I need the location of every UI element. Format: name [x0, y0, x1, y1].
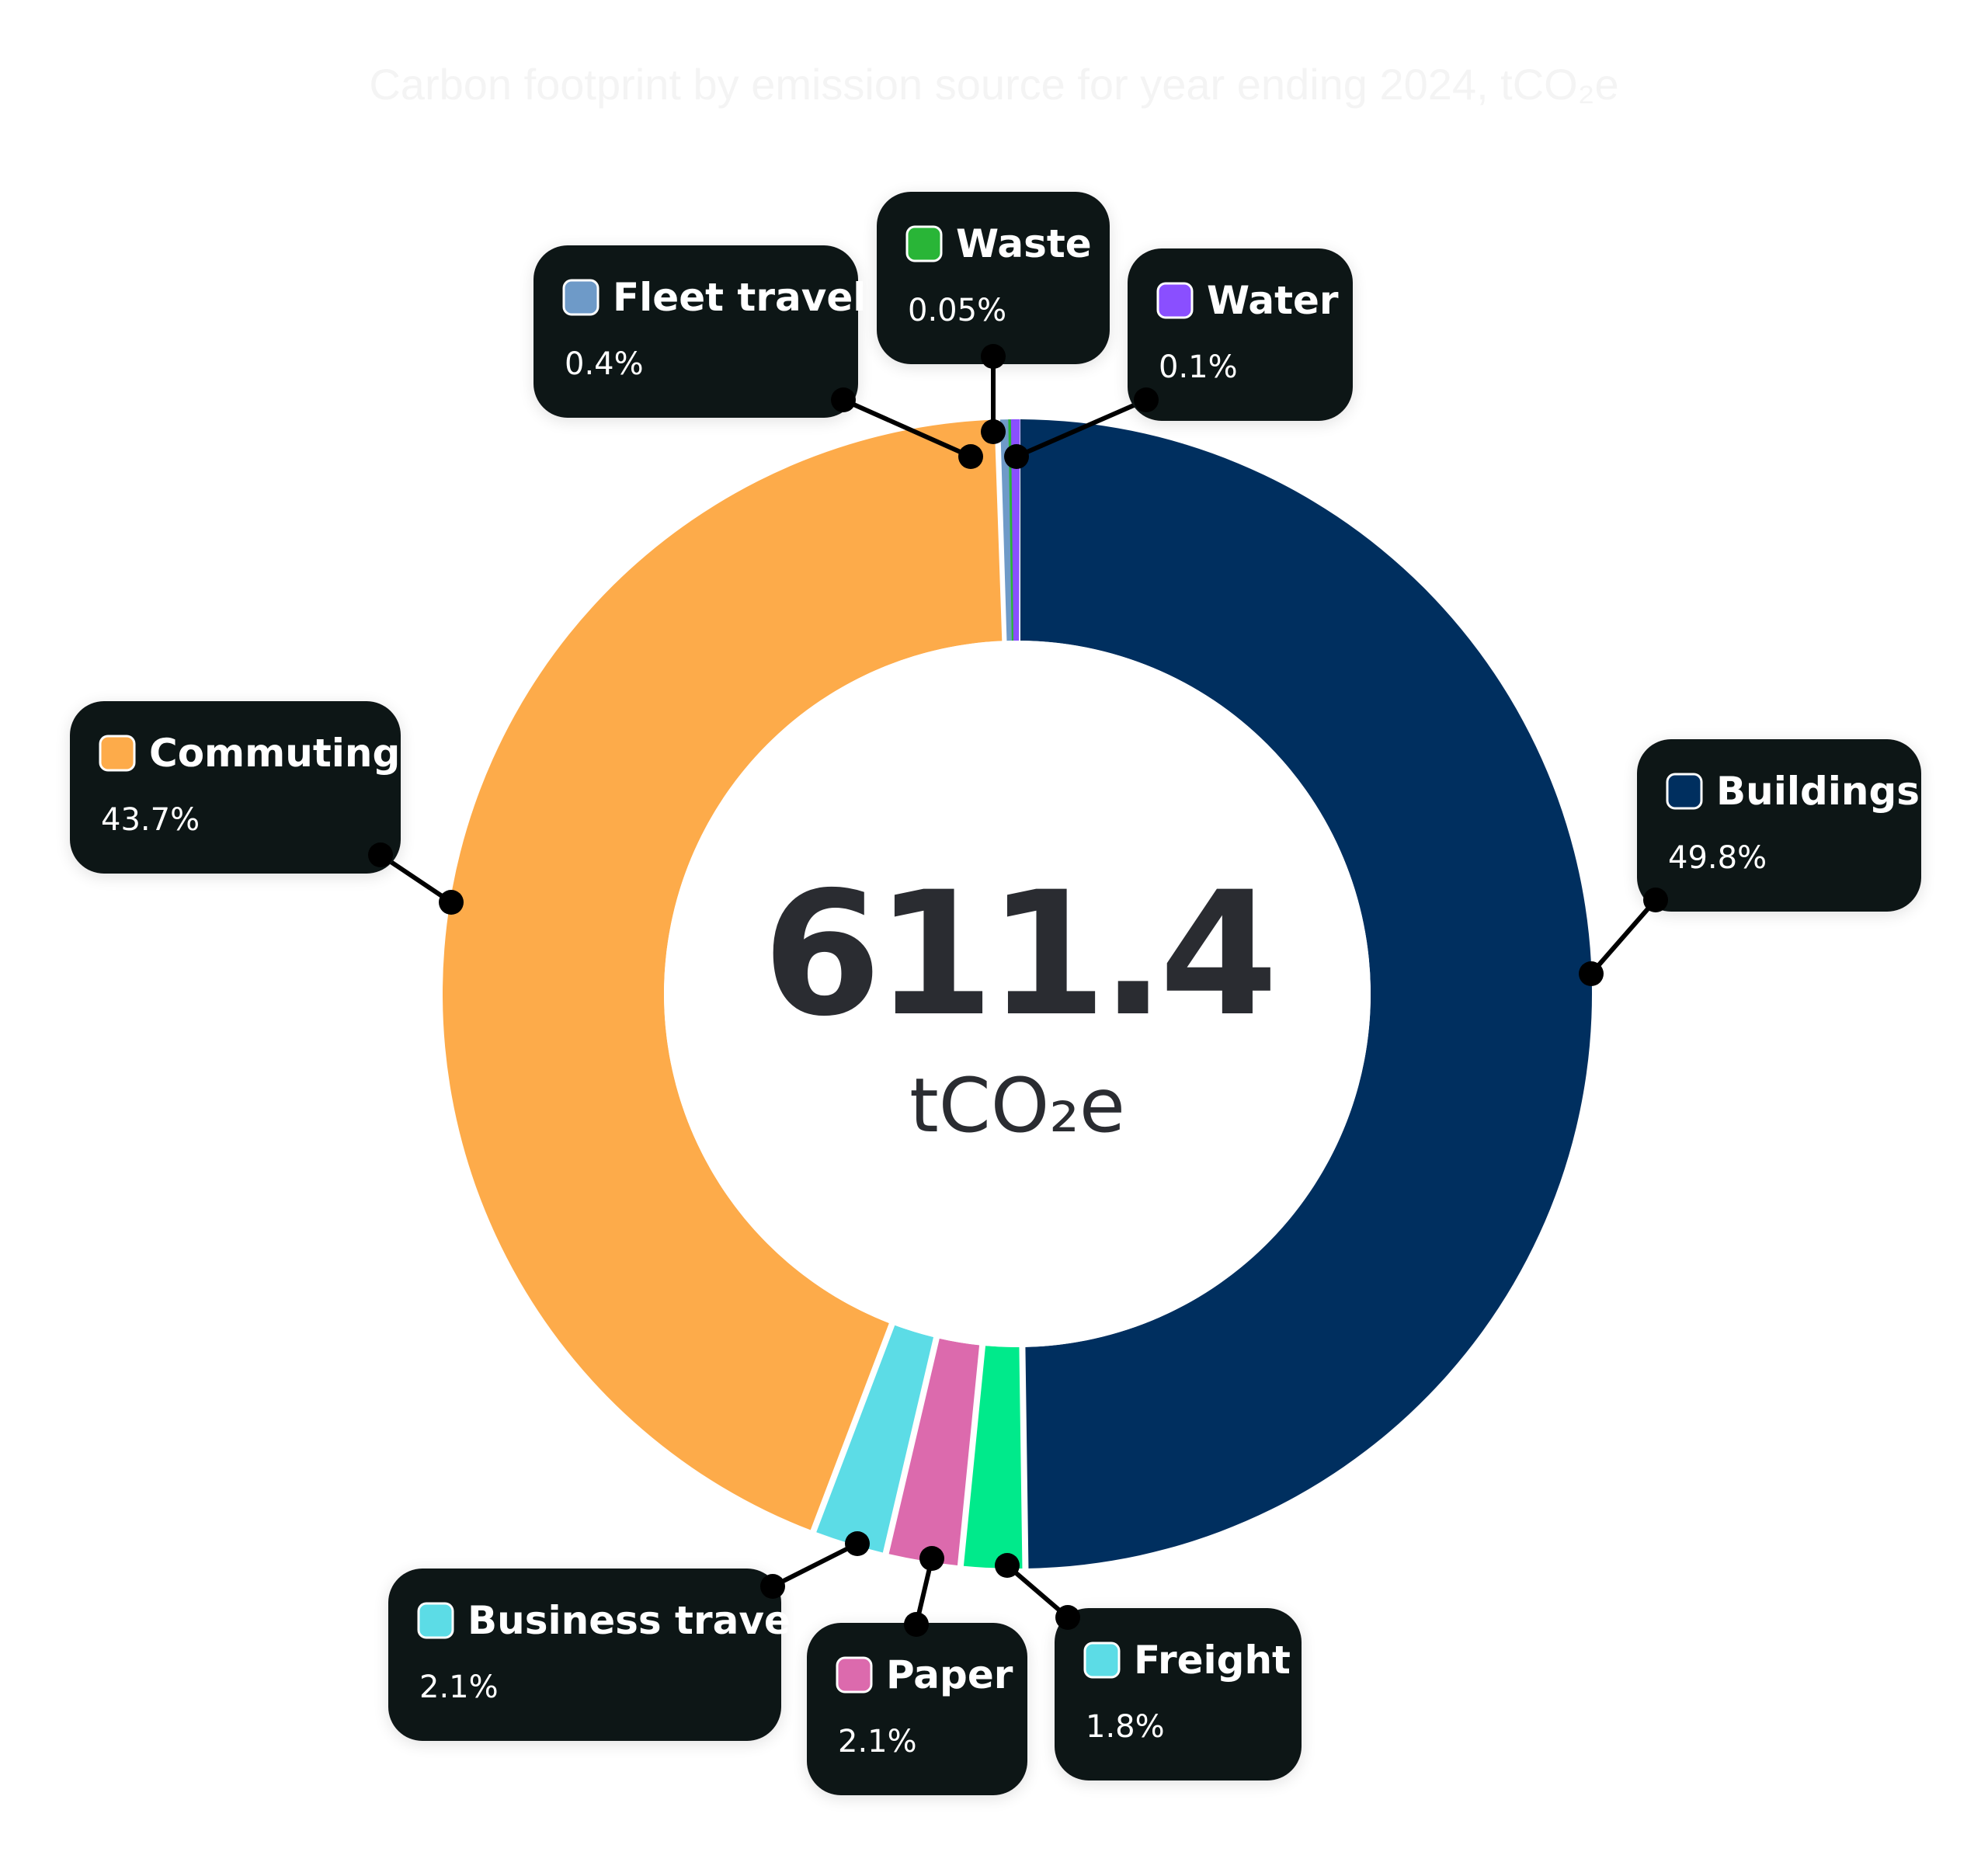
leader-dot	[1134, 387, 1159, 412]
leader-line	[379, 853, 453, 905]
label-waste: Waste	[956, 221, 1092, 266]
label-freight: Freight	[1134, 1638, 1291, 1683]
leader-dot	[1579, 961, 1604, 986]
value-label-commuting: 43.7%	[101, 802, 200, 838]
value-label-waste: 0.05%	[908, 293, 1006, 328]
callout-business-travel: Business travel 2.1%	[388, 1531, 870, 1741]
slice-commuting[interactable]	[443, 419, 1003, 1530]
donut-hole	[664, 641, 1371, 1347]
slice-business-travel[interactable]	[816, 1325, 934, 1553]
value-label-freight: 1.8%	[1086, 1709, 1165, 1745]
callout-box	[388, 1569, 781, 1741]
leader-dot	[995, 1553, 1020, 1578]
center-unit-label: tCO₂e	[909, 1062, 1125, 1149]
slice-water[interactable]	[1010, 419, 1020, 641]
leader-dot	[845, 1531, 870, 1556]
leader-dot	[919, 1546, 944, 1571]
label-buildings: Buildings	[1716, 769, 1920, 814]
leader-dot	[760, 1574, 785, 1599]
leader-line	[1015, 398, 1148, 459]
value-label-business-travel: 2.1%	[419, 1669, 499, 1705]
label-paper: Paper	[886, 1652, 1013, 1697]
callout-box	[1637, 739, 1921, 912]
center-total-value: 611.4	[763, 855, 1272, 1054]
leader-dot	[1055, 1605, 1080, 1630]
leader-line	[1006, 1563, 1069, 1620]
callout-box	[70, 701, 401, 874]
chart-title: Carbon footprint by emission source for …	[369, 60, 1618, 109]
legend-swatch-buildings	[1666, 773, 1703, 810]
legend-swatch-waste	[905, 225, 943, 262]
callout-paper: Paper 2.1%	[807, 1546, 1027, 1795]
legend-swatch-commuting	[99, 735, 136, 772]
legend-swatch-fleet-travel	[562, 279, 600, 316]
callout-freight: Freight 1.8%	[995, 1553, 1302, 1780]
label-commuting: Commuting	[149, 731, 400, 776]
label-fleet-travel: Fleet travel	[613, 275, 866, 320]
leader-dot	[439, 890, 464, 915]
legend-swatch-paper	[836, 1656, 873, 1694]
value-label-buildings: 49.8%	[1668, 840, 1767, 876]
leader-dot	[981, 344, 1006, 369]
callout-buildings: Buildings 49.8%	[1579, 739, 1921, 986]
leader-dot	[958, 444, 983, 469]
callout-box	[807, 1623, 1027, 1795]
leader-line	[771, 1541, 859, 1589]
slice-freight[interactable]	[963, 1346, 1023, 1569]
callout-box	[1055, 1608, 1302, 1780]
legend-swatch-business-travel	[417, 1602, 454, 1639]
legend-swatch-freight	[1083, 1642, 1121, 1679]
leader-dot	[1004, 444, 1029, 469]
leader-line	[1589, 898, 1658, 975]
leader-dot	[981, 419, 1006, 444]
legend-swatch-water	[1156, 282, 1194, 319]
slice-buildings[interactable]	[1020, 419, 1592, 1569]
value-label-paper: 2.1%	[838, 1724, 917, 1760]
callout-water: Water 0.1%	[1004, 248, 1353, 469]
leader-dot	[904, 1612, 929, 1637]
callout-fleet-travel: Fleet travel 0.4%	[533, 245, 983, 469]
value-label-fleet-travel: 0.4%	[565, 346, 644, 382]
callout-box	[533, 245, 858, 418]
callout-box	[1128, 248, 1353, 421]
leader-dot	[1643, 888, 1668, 912]
value-label-water: 0.1%	[1159, 349, 1238, 385]
leader-dot	[368, 842, 393, 867]
donut-slices	[443, 419, 1592, 1569]
leader-dot	[831, 387, 856, 412]
slice-callouts: Buildings49.8%Freight1.8%Paper2.1%Busine…	[70, 192, 1921, 1795]
callout-waste: Waste 0.05%	[877, 192, 1110, 444]
callout-box	[877, 192, 1110, 364]
slice-paper[interactable]	[888, 1338, 980, 1565]
leader-line	[842, 398, 972, 459]
label-business-travel: Business travel	[467, 1598, 804, 1643]
callout-commuting: Commuting 43.7%	[70, 701, 464, 915]
label-water: Water	[1207, 278, 1339, 323]
